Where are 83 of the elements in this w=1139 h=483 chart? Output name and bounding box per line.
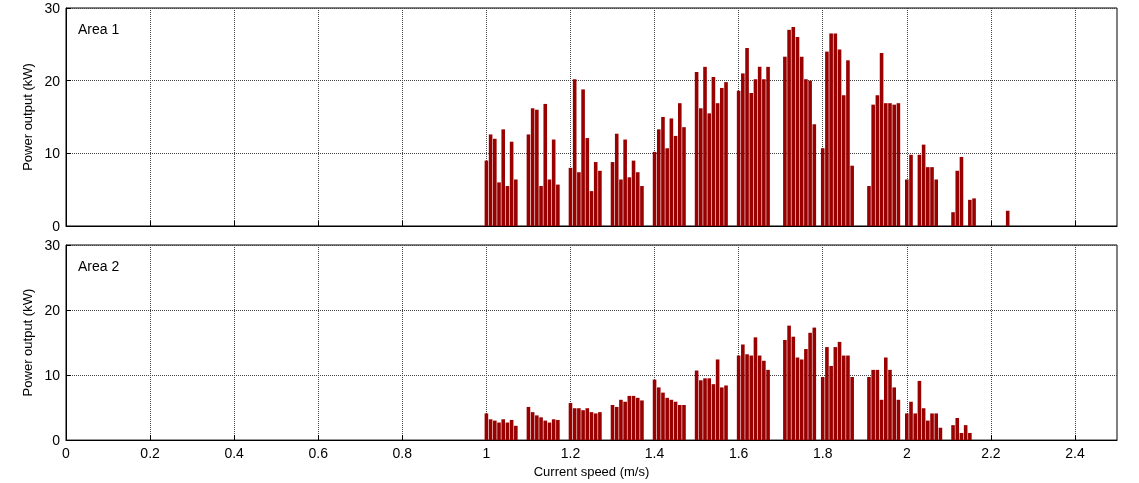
bar [909, 154, 913, 226]
y-tick-label: 30 [44, 237, 61, 253]
bar [892, 104, 896, 226]
bar [703, 378, 707, 441]
bar [593, 162, 598, 226]
bar [581, 89, 585, 226]
bar [501, 419, 506, 441]
bar [635, 397, 640, 441]
bar [661, 117, 665, 226]
y-tick-label: 20 [44, 72, 61, 89]
bar [968, 199, 972, 226]
x-tick-label: 0.8 [392, 445, 413, 462]
y-tick-label: 10 [44, 367, 61, 384]
bar [745, 47, 749, 226]
bar [909, 401, 913, 441]
bar [598, 412, 602, 441]
bar [741, 344, 745, 441]
bar [493, 138, 497, 226]
x-tick-label: 1.2 [560, 445, 581, 462]
bar [787, 325, 791, 441]
bar [766, 66, 770, 226]
x-tick-label: 0.2 [140, 445, 161, 462]
bar [493, 420, 497, 441]
bar [808, 80, 812, 226]
y-axis-title: Power output (kW) [19, 63, 35, 171]
bar [623, 139, 627, 226]
bar [791, 26, 796, 226]
bar [501, 129, 506, 226]
x-tick-label: 0.6 [308, 445, 329, 462]
x-tick-label: 1.4 [644, 445, 665, 462]
bar [677, 404, 682, 441]
bar [614, 133, 619, 226]
bar [871, 369, 875, 441]
bar [556, 419, 560, 441]
bar [677, 103, 682, 226]
y-tick-label: 30 [44, 0, 61, 16]
bar [930, 167, 934, 226]
x-tick-label: 2 [902, 445, 911, 462]
bar [724, 82, 728, 226]
y-tick-label: 20 [44, 302, 61, 319]
x-axis-title: Current speed (m/s) [533, 464, 650, 479]
bar [577, 408, 581, 441]
bar [543, 103, 548, 226]
bar [955, 417, 960, 441]
bar [665, 397, 669, 441]
y-tick-label: 10 [44, 145, 61, 162]
bar [930, 413, 934, 441]
x-tick-label: 1.8 [812, 445, 833, 462]
x-tick-label: 2.2 [981, 445, 1001, 462]
x-tick-label: 1.6 [728, 445, 749, 462]
bar [883, 357, 888, 441]
bar [762, 360, 766, 441]
bar [808, 332, 812, 441]
x-tick-label: 1 [482, 445, 491, 462]
bar [825, 347, 829, 441]
bar [539, 417, 543, 441]
bar [593, 413, 598, 441]
bar [934, 413, 939, 441]
bar [724, 385, 728, 441]
bar [585, 408, 590, 441]
y-axis-title: Power output (kW) [19, 288, 35, 397]
bar [640, 400, 644, 441]
bar [581, 410, 585, 441]
bar [888, 103, 892, 226]
bar [846, 355, 850, 441]
bar [497, 422, 501, 441]
bar [535, 415, 539, 441]
x-tick-label: 2.4 [1065, 445, 1085, 462]
bar [829, 33, 833, 226]
bar [682, 404, 686, 441]
bar [543, 420, 548, 441]
annotation: Area 2 [78, 258, 120, 274]
bar [972, 198, 976, 226]
y-tick-label: 0 [52, 432, 61, 449]
bar [707, 378, 712, 441]
bar [846, 60, 850, 226]
annotation: Area 1 [78, 21, 120, 37]
bar [787, 29, 791, 226]
bar [535, 109, 539, 226]
bar [703, 66, 707, 226]
y-tick-label: 0 [52, 218, 61, 234]
x-tick-label: 0.4 [224, 445, 245, 462]
bar [619, 399, 623, 441]
